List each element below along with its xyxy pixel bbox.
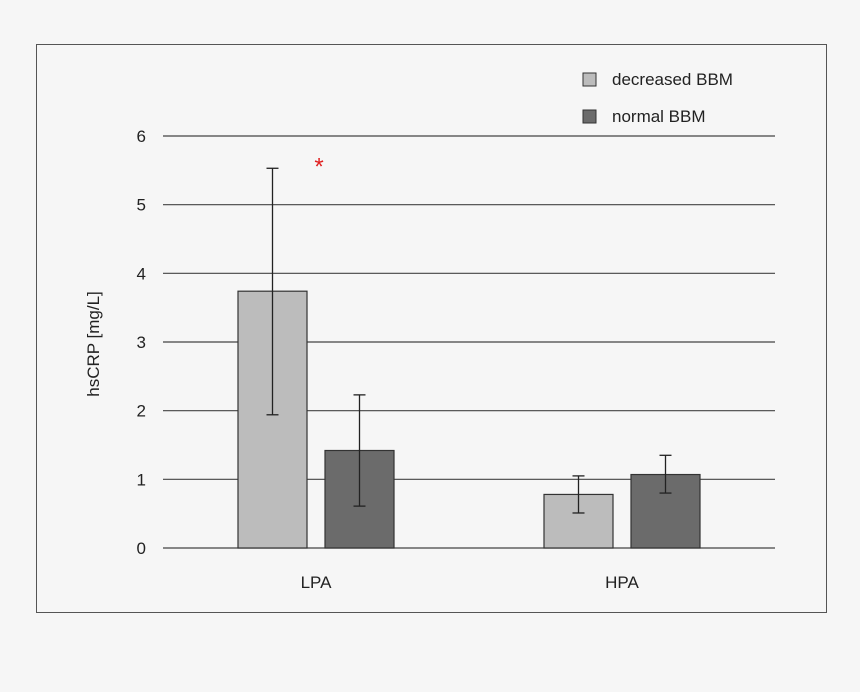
y-axis-label: hsCRP [mg/L]	[84, 291, 103, 397]
x-tick-label: LPA	[301, 573, 333, 592]
bar-chart: 0 1 2 3 4 5 6 LPA HPA hsCRP [mg/L] * decreased …	[84, 70, 775, 592]
error-bars	[266, 167, 672, 514]
significance-asterisk: *	[314, 154, 323, 181]
y-tick-label: 6	[137, 127, 146, 146]
legend: decreased BBM normal BBM	[582, 70, 733, 126]
y-tick-label: 5	[137, 196, 146, 215]
legend-label: normal BBM	[612, 107, 706, 126]
y-tick-label: 1	[137, 470, 146, 489]
legend-swatch	[582, 109, 597, 124]
y-tick-label: 3	[137, 333, 146, 352]
chart-frame: 0 1 2 3 4 5 6 LPA HPA hsCRP [mg/L] * decreased …	[36, 44, 827, 613]
x-tick-labels: LPA HPA	[301, 573, 640, 592]
bars	[237, 290, 701, 549]
y-tick-labels: 0 1 2 3 4 5 6	[137, 127, 146, 558]
x-tick-label: HPA	[605, 573, 639, 592]
y-tick-label: 0	[137, 539, 146, 558]
y-tick-label: 2	[137, 402, 146, 421]
legend-swatch	[582, 72, 597, 87]
y-tick-label: 4	[137, 264, 146, 283]
legend-label: decreased BBM	[612, 70, 733, 89]
